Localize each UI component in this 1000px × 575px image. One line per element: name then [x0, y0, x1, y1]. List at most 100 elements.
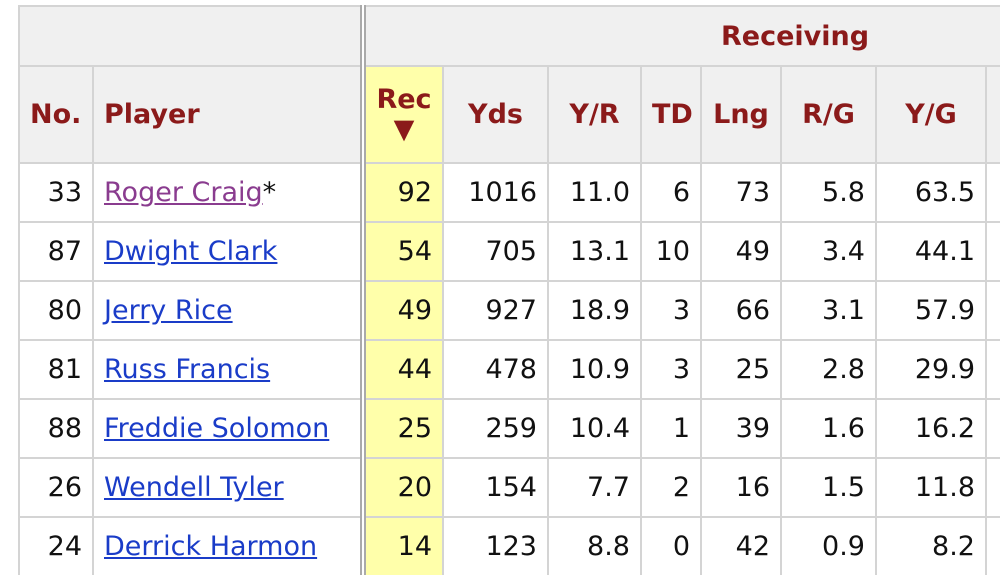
yds-cell: 1016 [442, 162, 549, 223]
player-link[interactable]: Freddie Solomon [104, 413, 330, 444]
player-link[interactable]: Dwight Clark [104, 236, 278, 267]
rg-cell: 2.8 [780, 339, 877, 400]
player-cell: Jerry Rice [92, 280, 366, 341]
column-header[interactable]: R/G [780, 65, 877, 164]
player-cell: Derrick Harmon [92, 516, 366, 575]
yds-cell: 705 [442, 221, 549, 282]
lng-cell: 42 [700, 516, 782, 575]
yds-cell: 154 [442, 457, 549, 518]
no-cell: 33 [18, 162, 94, 223]
header-text: Lng [713, 99, 769, 130]
header-text: Yds [468, 99, 523, 130]
data-row: 24 Derrick Harmon 14 123 8.8 0 42 0.9 8.2 [18, 516, 1000, 575]
player-link[interactable]: Roger Craig [104, 177, 263, 208]
cut-cell [984, 398, 1000, 459]
header-text: Rec [376, 83, 432, 115]
column-header[interactable]: Player [92, 65, 366, 164]
data-row: 88 Freddie Solomon 25 259 10.4 1 39 1.6 16.2 [18, 398, 1000, 459]
column-header[interactable]: Y/R [547, 65, 642, 164]
yr-cell: 11.0 [547, 162, 642, 223]
rec-cell: 20 [362, 457, 444, 518]
data-row: 81 Russ Francis 44 478 10.9 3 25 2.8 29.9 [18, 339, 1000, 400]
no-cell: 80 [18, 280, 94, 341]
td-cell: 2 [640, 457, 702, 518]
player-cell: Freddie Solomon [92, 398, 366, 459]
rec-cell: 14 [362, 516, 444, 575]
yg-cell: 16.2 [875, 398, 987, 459]
header-text: TD [652, 99, 693, 130]
yg-cell: 63.5 [875, 162, 987, 223]
cut-cell [984, 339, 1000, 400]
td-cell: 0 [640, 516, 702, 575]
header-text: Y/G [905, 99, 957, 130]
header-row: No. Player Rec ▼ Yds Y/R TD Lng R/G Y/G [18, 65, 1000, 164]
yr-cell: 18.9 [547, 280, 642, 341]
no-cell: 26 [18, 457, 94, 518]
header-text: No. [30, 99, 82, 130]
empty-group-cell [18, 5, 366, 67]
player-link[interactable]: Russ Francis [104, 354, 271, 385]
cut-header [984, 65, 1000, 164]
player-marker: * [262, 177, 277, 208]
yg-cell: 8.2 [875, 516, 987, 575]
td-cell: 3 [640, 339, 702, 400]
lng-cell: 25 [700, 339, 782, 400]
lng-cell: 66 [700, 280, 782, 341]
yg-cell: 57.9 [875, 280, 987, 341]
player-cell: Wendell Tyler [92, 457, 366, 518]
header-text: Player [104, 99, 200, 130]
data-row: 80 Jerry Rice 49 927 18.9 3 66 3.1 57.9 [18, 280, 1000, 341]
td-cell: 3 [640, 280, 702, 341]
no-cell: 81 [18, 339, 94, 400]
column-header[interactable]: Y/G [875, 65, 987, 164]
player-cell: Dwight Clark [92, 221, 366, 282]
table-container: Receiving No. Player Rec ▼ Yds Y/R TD Lng R/G Y/G… [18, 5, 1000, 575]
rg-cell: 5.8 [780, 162, 877, 223]
column-header[interactable]: TD [640, 65, 702, 164]
header-text: Y/R [569, 99, 620, 130]
player-link[interactable]: Jerry Rice [104, 295, 233, 326]
cut-cell [984, 516, 1000, 575]
yds-cell: 123 [442, 516, 549, 575]
cut-cell [984, 280, 1000, 341]
column-header[interactable]: Rec ▼ [362, 65, 444, 164]
group-header: Receiving [361, 5, 1000, 67]
lng-cell: 73 [700, 162, 782, 223]
rg-cell: 1.5 [780, 457, 877, 518]
header-text: R/G [802, 99, 855, 130]
lng-cell: 16 [700, 457, 782, 518]
rec-cell: 44 [362, 339, 444, 400]
column-header[interactable]: Lng [700, 65, 782, 164]
cut-cell [984, 221, 1000, 282]
player-cell: Roger Craig* [92, 162, 366, 223]
yds-cell: 259 [442, 398, 549, 459]
player-link[interactable]: Wendell Tyler [104, 472, 284, 503]
td-cell: 6 [640, 162, 702, 223]
cut-cell [984, 162, 1000, 223]
yg-cell: 29.9 [875, 339, 987, 400]
yr-cell: 13.1 [547, 221, 642, 282]
rg-cell: 3.4 [780, 221, 877, 282]
player-link[interactable]: Derrick Harmon [104, 531, 318, 562]
yr-cell: 7.7 [547, 457, 642, 518]
lng-cell: 39 [700, 398, 782, 459]
player-cell: Russ Francis [92, 339, 366, 400]
column-header[interactable]: No. [18, 65, 94, 164]
rec-cell: 92 [362, 162, 444, 223]
yr-cell: 10.4 [547, 398, 642, 459]
rg-cell: 1.6 [780, 398, 877, 459]
yds-cell: 478 [442, 339, 549, 400]
td-cell: 10 [640, 221, 702, 282]
yg-cell: 11.8 [875, 457, 987, 518]
no-cell: 88 [18, 398, 94, 459]
cut-cell [984, 457, 1000, 518]
sort-indicator: ▼ [393, 113, 415, 145]
rec-cell: 25 [362, 398, 444, 459]
rg-cell: 3.1 [780, 280, 877, 341]
group-header-row: Receiving [18, 5, 1000, 67]
rg-cell: 0.9 [780, 516, 877, 575]
receiving-table: Receiving No. Player Rec ▼ Yds Y/R TD Lng R/G Y/G… [18, 5, 1000, 575]
column-header[interactable]: Yds [442, 65, 549, 164]
no-cell: 24 [18, 516, 94, 575]
